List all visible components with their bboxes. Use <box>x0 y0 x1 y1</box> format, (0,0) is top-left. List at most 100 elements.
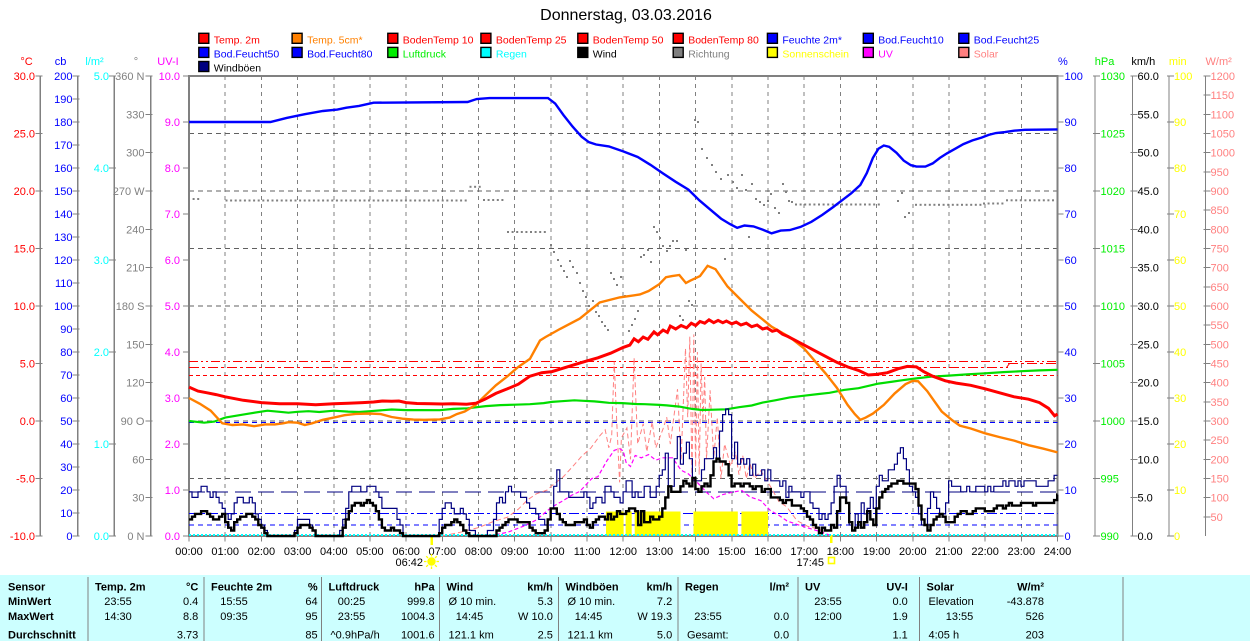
svg-text:23:55: 23:55 <box>814 596 842 608</box>
svg-text:Luftdruck: Luftdruck <box>329 582 381 594</box>
svg-text:35.0: 35.0 <box>1138 263 1159 275</box>
svg-text:°: ° <box>134 56 138 68</box>
svg-text:0.0: 0.0 <box>893 596 908 608</box>
svg-text:12:00: 12:00 <box>814 611 842 623</box>
svg-text:995: 995 <box>1101 474 1119 486</box>
svg-text:km/h: km/h <box>1131 56 1155 68</box>
svg-text:Wind: Wind <box>593 49 617 61</box>
svg-text:180 S: 180 S <box>116 301 145 313</box>
svg-text:80: 80 <box>1174 163 1186 175</box>
svg-text:15:00: 15:00 <box>718 546 746 558</box>
svg-text:5.0: 5.0 <box>94 71 109 83</box>
svg-text:50: 50 <box>1174 301 1186 313</box>
svg-text:Wind: Wind <box>447 582 474 594</box>
svg-text:W/m²: W/m² <box>1017 582 1044 594</box>
svg-text:750: 750 <box>1211 244 1229 256</box>
svg-text:Bod.Feucht50: Bod.Feucht50 <box>214 49 280 61</box>
svg-text:20: 20 <box>1065 439 1077 451</box>
svg-text:140: 140 <box>54 209 72 221</box>
svg-text:W/m²: W/m² <box>1206 56 1233 68</box>
svg-text:170: 170 <box>54 140 72 152</box>
svg-text:60: 60 <box>132 454 144 466</box>
svg-text:Windböen: Windböen <box>566 582 619 594</box>
svg-text:23:55: 23:55 <box>338 611 366 623</box>
svg-text:3.0: 3.0 <box>165 393 180 405</box>
svg-text:03:00: 03:00 <box>284 546 312 558</box>
svg-text:14:45: 14:45 <box>575 611 603 623</box>
svg-text:5.0: 5.0 <box>20 359 35 371</box>
svg-text:18:00: 18:00 <box>827 546 855 558</box>
svg-text:240: 240 <box>126 224 144 236</box>
svg-text:1.1: 1.1 <box>893 630 908 641</box>
svg-text:13:55: 13:55 <box>946 611 974 623</box>
svg-text:MinWert: MinWert <box>8 596 52 608</box>
svg-text:UV: UV <box>805 582 821 594</box>
svg-text:850: 850 <box>1211 205 1229 217</box>
svg-text:550: 550 <box>1211 320 1229 332</box>
svg-text:60: 60 <box>1065 255 1077 267</box>
svg-text:100: 100 <box>54 301 72 313</box>
svg-text:10.0: 10.0 <box>14 301 35 313</box>
svg-text:10.0: 10.0 <box>159 71 180 83</box>
svg-text:60: 60 <box>60 393 72 405</box>
svg-text:9.0: 9.0 <box>165 117 180 129</box>
svg-text:0.0: 0.0 <box>165 531 180 543</box>
svg-text:BodenTemp 50: BodenTemp 50 <box>593 34 664 46</box>
svg-text:200: 200 <box>1211 454 1229 466</box>
svg-text:70: 70 <box>1174 209 1186 221</box>
svg-text:350: 350 <box>1211 397 1229 409</box>
svg-text:Bod.Feucht80: Bod.Feucht80 <box>307 49 373 61</box>
svg-text:Regen: Regen <box>496 49 527 61</box>
svg-text:270 W: 270 W <box>113 186 145 198</box>
svg-text:80: 80 <box>60 347 72 359</box>
svg-text:5.0: 5.0 <box>657 630 672 641</box>
svg-text:hPa: hPa <box>1095 56 1115 68</box>
svg-text:330: 330 <box>126 109 144 121</box>
svg-text:UV: UV <box>878 49 893 61</box>
svg-text:190: 190 <box>54 94 72 106</box>
svg-text:150: 150 <box>54 186 72 198</box>
svg-text:km/h: km/h <box>647 582 673 594</box>
svg-text:00:25: 00:25 <box>338 596 366 608</box>
svg-text:MaxWert: MaxWert <box>8 611 54 623</box>
svg-text:55.0: 55.0 <box>1138 109 1159 121</box>
svg-text:02:00: 02:00 <box>248 546 276 558</box>
svg-text:-5.0: -5.0 <box>16 474 35 486</box>
svg-text:90: 90 <box>1174 117 1186 129</box>
svg-text:7.0: 7.0 <box>165 209 180 221</box>
svg-text:Bod.Feucht25: Bod.Feucht25 <box>974 34 1040 46</box>
svg-text:23:55: 23:55 <box>694 611 722 623</box>
svg-text:BodenTemp 10: BodenTemp 10 <box>403 34 474 46</box>
svg-text:1010: 1010 <box>1101 301 1125 313</box>
svg-text:-43.878: -43.878 <box>1007 596 1044 608</box>
svg-text:l/m²: l/m² <box>85 56 104 68</box>
svg-text:4.0: 4.0 <box>165 347 180 359</box>
svg-text:Feuchte 2m: Feuchte 2m <box>211 582 272 594</box>
svg-text:0 N: 0 N <box>127 531 144 543</box>
svg-text:1150: 1150 <box>1211 90 1235 102</box>
svg-text:2.0: 2.0 <box>165 439 180 451</box>
svg-text:150: 150 <box>126 339 144 351</box>
svg-text:hPa: hPa <box>414 582 435 594</box>
svg-text:1025: 1025 <box>1101 129 1125 141</box>
svg-text:22:00: 22:00 <box>971 546 999 558</box>
svg-text:min: min <box>1169 56 1187 68</box>
svg-text:17:45: 17:45 <box>796 557 824 569</box>
svg-text:50: 50 <box>60 416 72 428</box>
svg-text:1.0: 1.0 <box>94 439 109 451</box>
svg-text:24:00: 24:00 <box>1044 546 1072 558</box>
svg-text:900: 900 <box>1211 186 1229 198</box>
svg-text:160: 160 <box>54 163 72 175</box>
svg-text:1050: 1050 <box>1211 129 1235 141</box>
svg-text:Ø 10 min.: Ø 10 min. <box>449 596 497 608</box>
svg-text:20.0: 20.0 <box>1138 378 1159 390</box>
svg-text:1004.3: 1004.3 <box>401 611 435 623</box>
svg-text:360 N: 360 N <box>115 71 144 83</box>
svg-text:1200: 1200 <box>1211 71 1235 83</box>
svg-text:20: 20 <box>1174 439 1186 451</box>
svg-text:400: 400 <box>1211 378 1229 390</box>
svg-text:%: % <box>308 582 318 594</box>
svg-text:6.0: 6.0 <box>165 255 180 267</box>
svg-text:130: 130 <box>54 232 72 244</box>
svg-text:110: 110 <box>55 278 73 290</box>
